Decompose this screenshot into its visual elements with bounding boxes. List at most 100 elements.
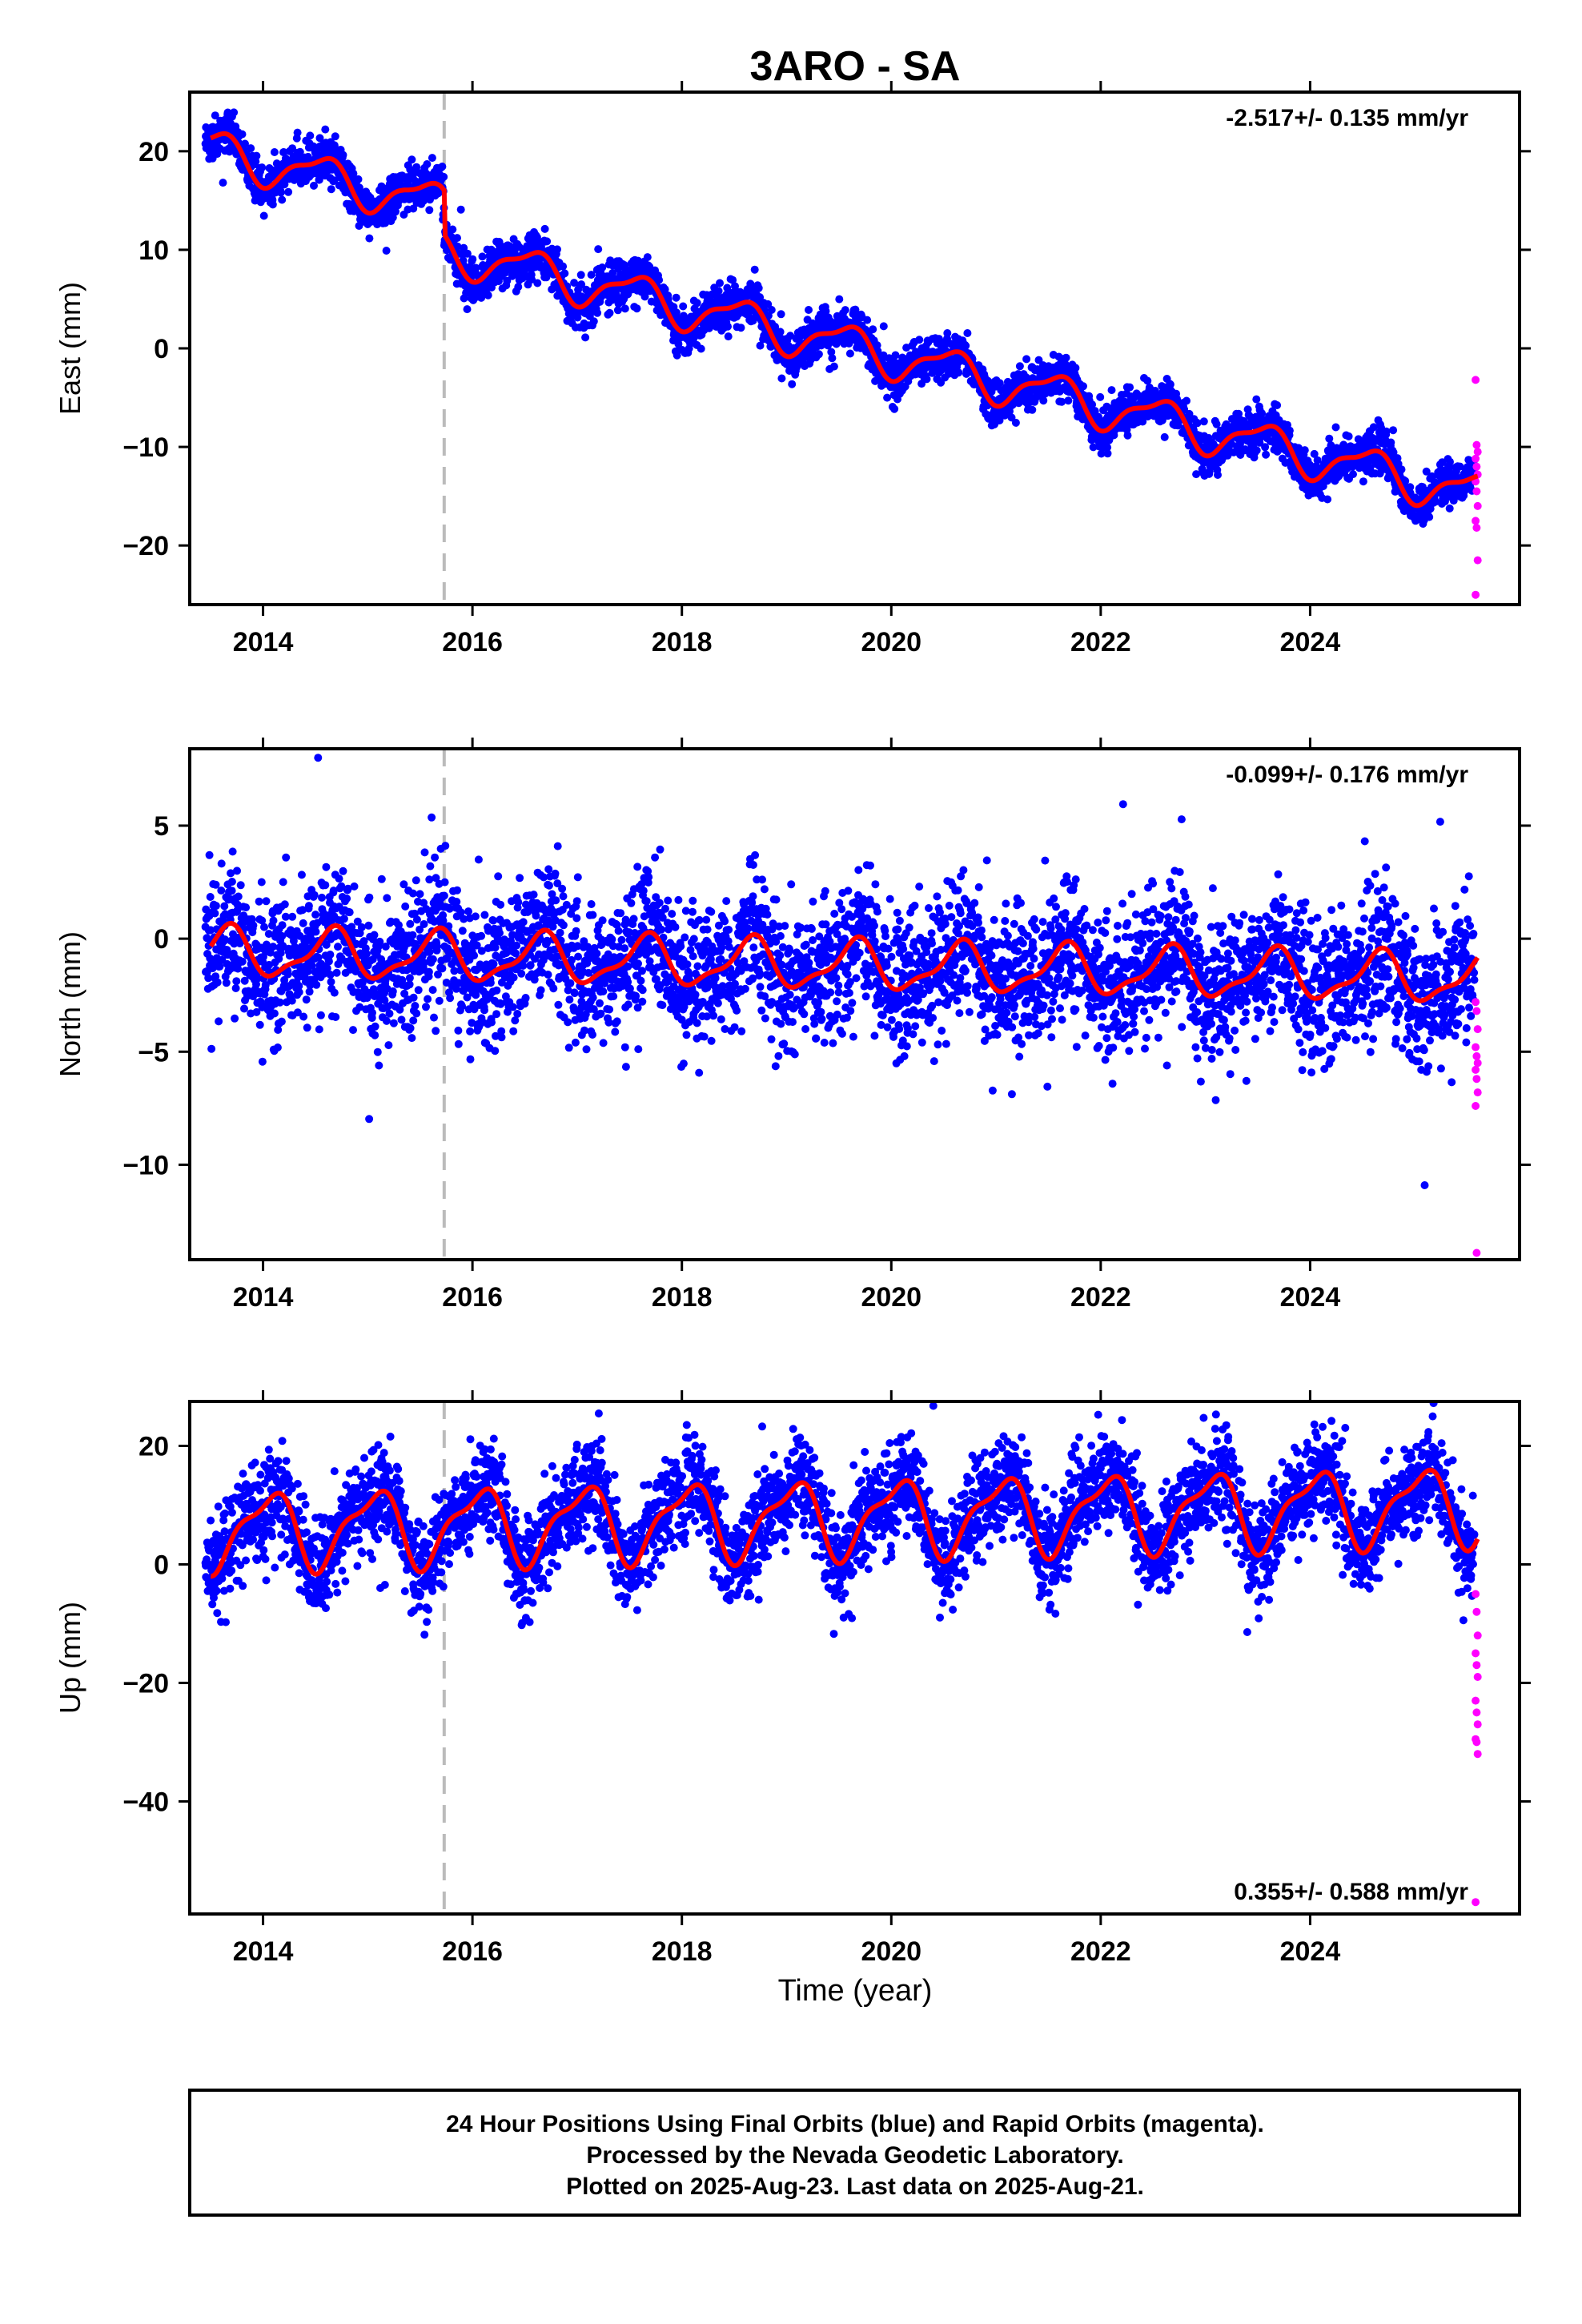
final-orbit-point xyxy=(339,866,347,875)
final-orbit-point xyxy=(453,242,462,251)
final-orbit-point xyxy=(231,984,240,992)
final-orbit-point xyxy=(1039,396,1048,405)
final-orbit-point xyxy=(289,936,298,945)
final-orbit-point xyxy=(359,937,368,946)
final-orbit-point xyxy=(343,884,352,893)
final-orbit-point xyxy=(697,344,705,353)
final-orbit-point xyxy=(788,380,797,388)
final-orbit-point xyxy=(412,1009,421,1018)
final-orbit-point xyxy=(406,919,415,928)
y-tick-label: 20 xyxy=(139,137,169,167)
final-orbit-point xyxy=(326,971,335,979)
final-orbit-point xyxy=(879,322,888,331)
final-orbit-point xyxy=(405,980,414,989)
final-orbit-point xyxy=(385,1009,394,1018)
final-orbit-point xyxy=(291,944,299,953)
final-orbit-point xyxy=(1103,449,1112,458)
final-orbit-point xyxy=(1331,423,1340,432)
final-orbit-point xyxy=(581,333,590,342)
final-orbit-point xyxy=(1258,409,1267,418)
final-orbit-point xyxy=(553,245,561,254)
final-orbit-point xyxy=(302,995,311,1004)
final-orbit-point xyxy=(315,1025,323,1034)
final-orbit-point xyxy=(231,1014,239,1023)
final-orbit-point xyxy=(1028,405,1037,414)
y-tick-label: 0 xyxy=(154,334,169,364)
final-orbit-point xyxy=(306,131,315,140)
final-orbit-point xyxy=(570,279,579,287)
final-orbit-point xyxy=(1138,417,1147,426)
final-orbit-point xyxy=(543,237,552,246)
final-orbit-point xyxy=(1261,443,1270,452)
final-orbit-point xyxy=(679,302,688,311)
final-orbit-point xyxy=(1389,448,1398,456)
final-orbit-point xyxy=(401,902,410,911)
final-orbit-point xyxy=(593,308,602,317)
final-orbit-point xyxy=(1103,443,1112,452)
final-orbit-point xyxy=(281,912,290,921)
final-orbit-point xyxy=(438,163,447,171)
final-orbit-point xyxy=(315,134,324,143)
final-orbit-point xyxy=(661,285,669,294)
final-orbit-point xyxy=(287,996,296,1005)
final-orbit-point xyxy=(1015,362,1024,371)
final-orbit-point xyxy=(420,848,429,857)
final-orbit-point xyxy=(331,1013,340,1021)
final-orbit-point xyxy=(255,1020,264,1029)
final-orbit-point xyxy=(1323,476,1331,485)
final-orbit-point xyxy=(221,935,229,944)
final-orbit-point xyxy=(280,975,289,984)
final-orbit-point xyxy=(1166,380,1174,388)
final-orbit-point xyxy=(425,206,434,215)
final-orbit-point xyxy=(244,987,253,995)
x-tick-label: 2014 xyxy=(233,627,294,657)
final-orbit-point xyxy=(420,899,428,907)
final-orbit-point xyxy=(863,316,872,324)
final-orbit-point xyxy=(249,921,258,930)
rapid-orbit-point xyxy=(1473,448,1482,456)
final-orbit-point xyxy=(672,293,681,302)
final-orbit-point xyxy=(382,1016,391,1025)
final-orbit-point xyxy=(384,1041,393,1050)
final-orbit-point xyxy=(1097,449,1106,458)
final-orbit-point xyxy=(1401,476,1410,485)
final-orbit-point xyxy=(288,912,297,921)
final-orbit-point xyxy=(409,204,418,213)
final-orbit-point xyxy=(1160,432,1169,441)
final-orbit-point xyxy=(1143,376,1152,385)
final-orbit-point xyxy=(922,375,931,384)
final-orbit-point xyxy=(995,416,1004,424)
final-orbit-point xyxy=(215,1017,223,1026)
final-orbit-point xyxy=(412,163,421,171)
final-orbit-point xyxy=(257,878,266,887)
final-orbit-point xyxy=(339,151,347,159)
final-orbit-point xyxy=(468,255,477,263)
final-orbit-point xyxy=(307,961,316,970)
final-orbit-point xyxy=(805,306,813,314)
final-orbit-point xyxy=(1252,395,1261,404)
final-orbit-point xyxy=(332,968,341,977)
final-orbit-point xyxy=(594,245,603,254)
final-orbit-point xyxy=(1193,419,1202,428)
final-orbit-point xyxy=(428,154,436,163)
final-orbit-point xyxy=(258,1057,267,1066)
final-orbit-point xyxy=(288,144,297,153)
final-orbit-point xyxy=(829,362,838,371)
x-tick-label: 2024 xyxy=(1280,627,1341,657)
final-orbit-point xyxy=(208,964,217,973)
final-orbit-point xyxy=(560,269,569,278)
final-orbit-point xyxy=(412,876,420,885)
final-orbit-point xyxy=(381,943,390,951)
final-orbit-point xyxy=(222,979,231,987)
final-orbit-point xyxy=(311,911,320,919)
final-orbit-point xyxy=(424,967,433,976)
final-orbit-point xyxy=(276,188,285,197)
final-orbit-point xyxy=(827,348,836,356)
final-orbit-point xyxy=(322,862,331,871)
final-orbit-point xyxy=(295,982,303,991)
final-orbit-point xyxy=(362,950,371,959)
final-orbit-point xyxy=(260,923,268,931)
rapid-orbit-point xyxy=(1472,454,1480,463)
